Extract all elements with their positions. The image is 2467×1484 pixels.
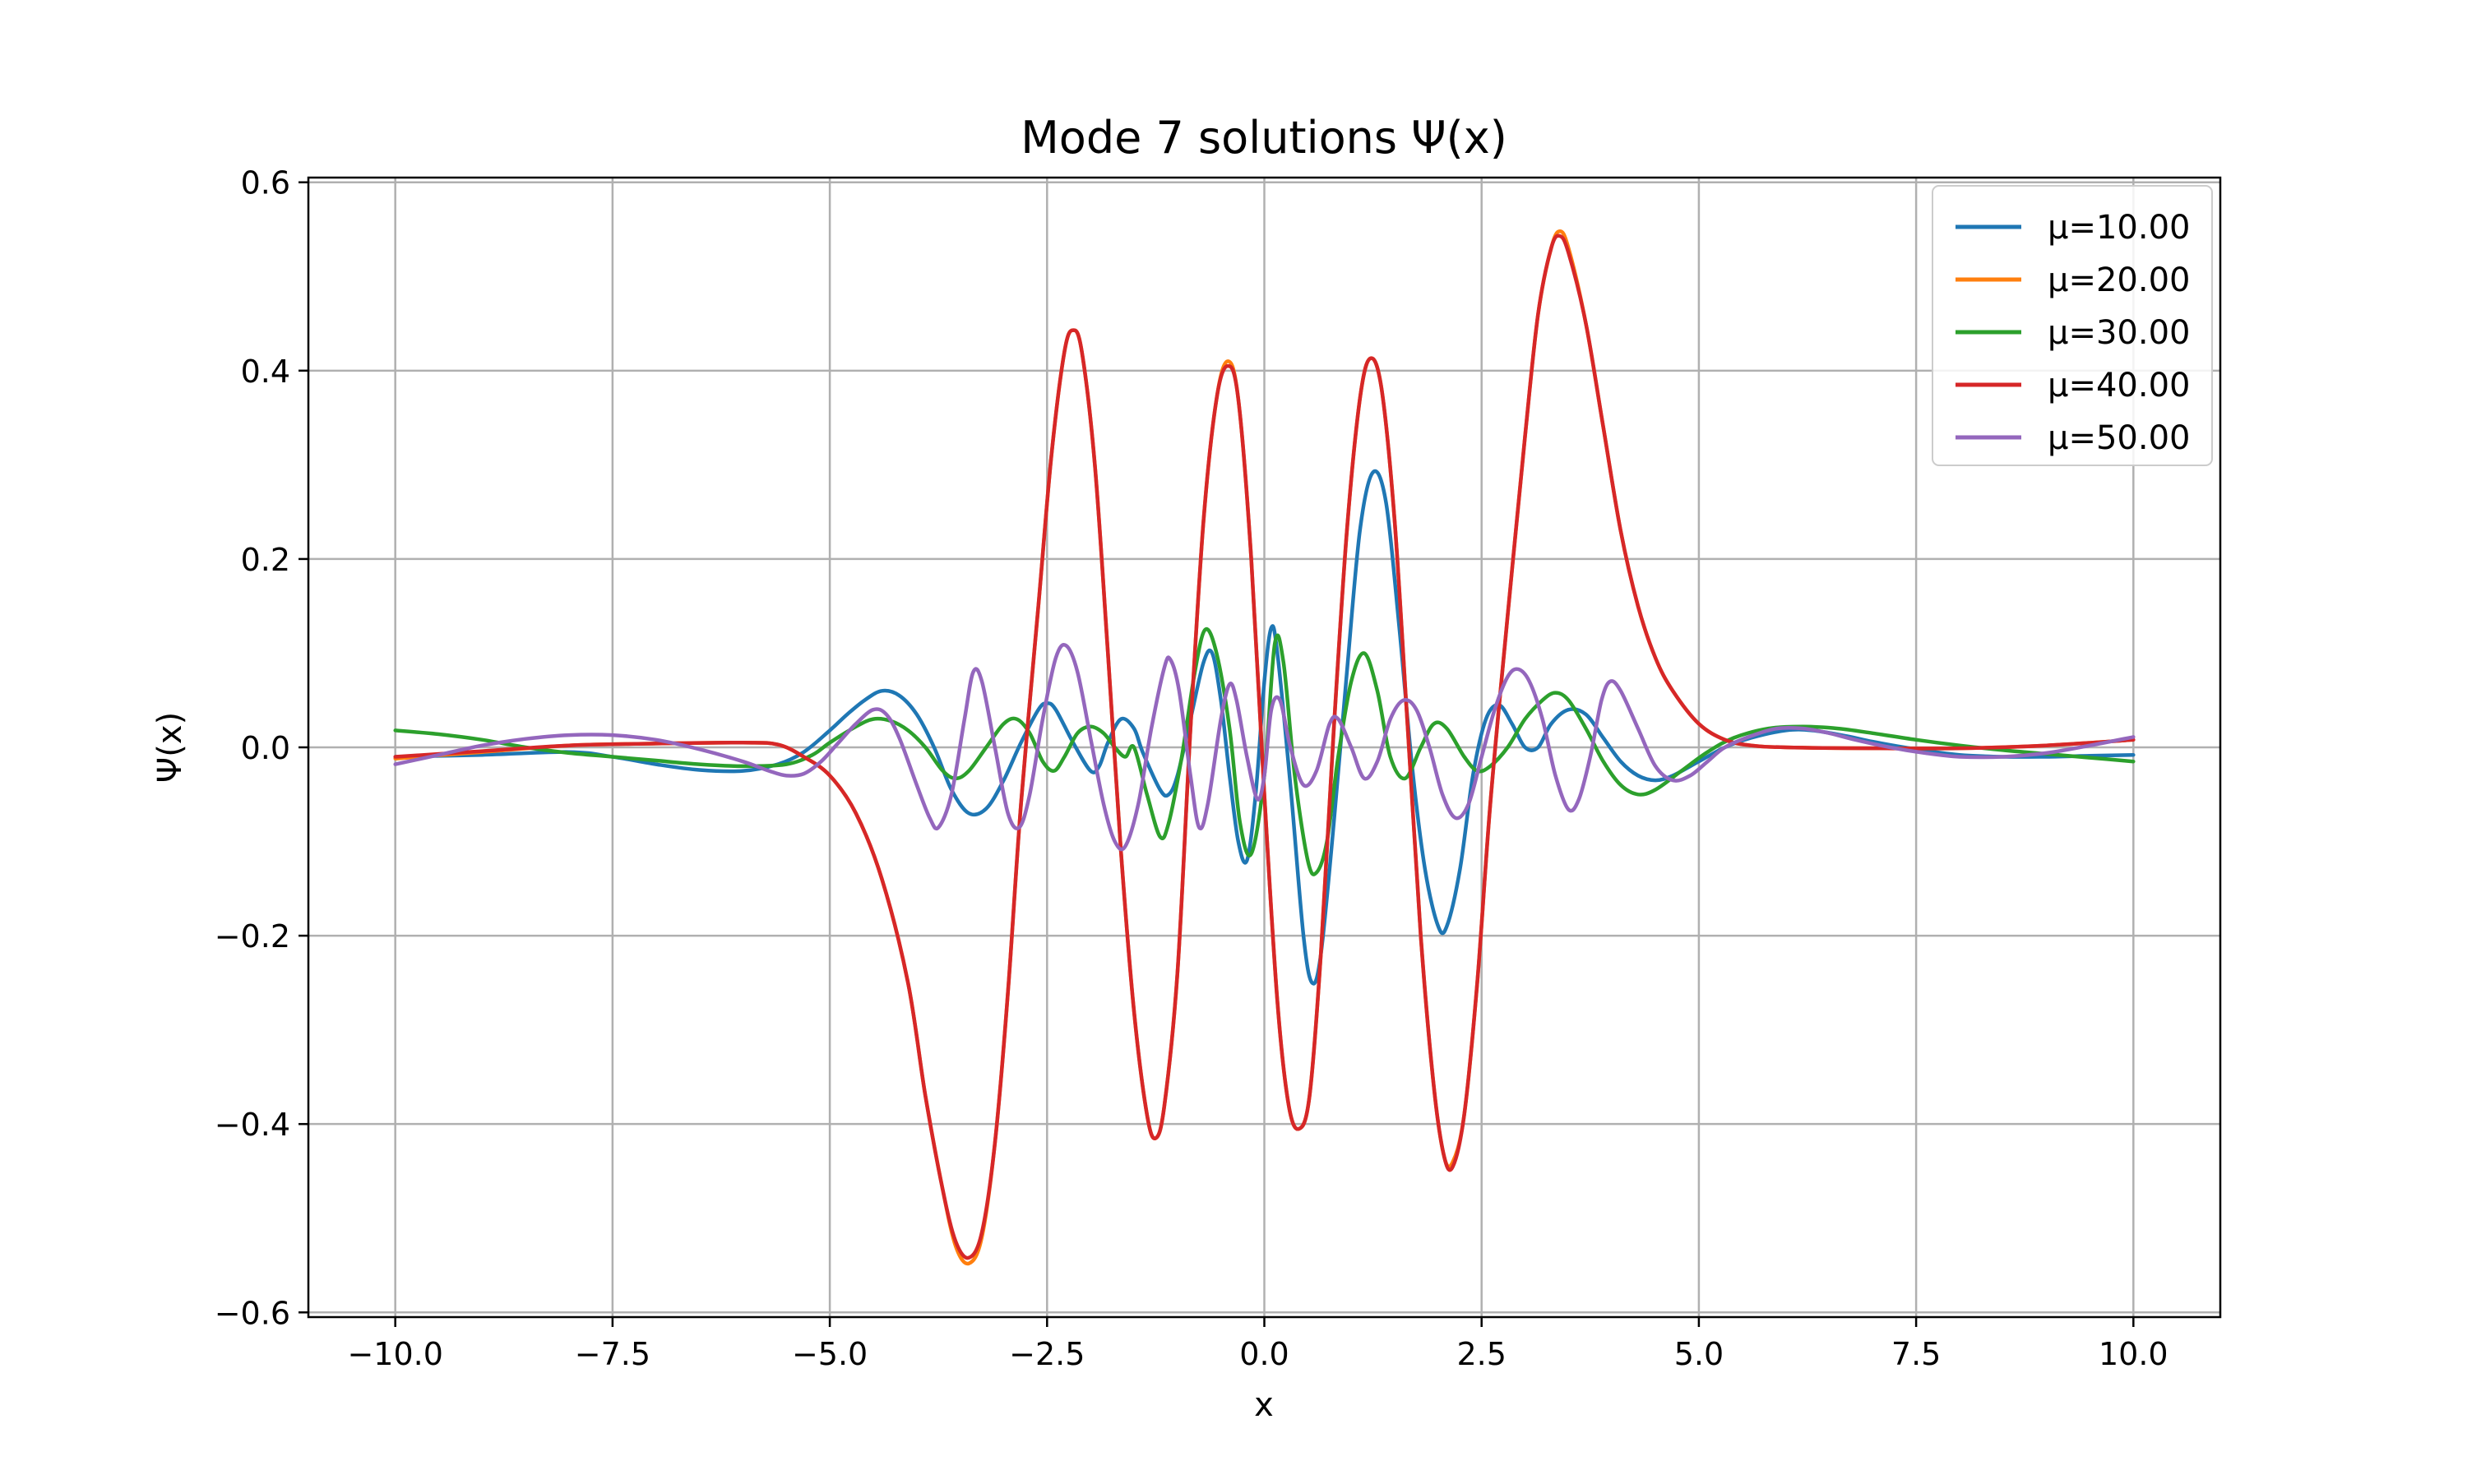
y-tick-label: 0.0 xyxy=(241,730,290,766)
y-tick-label: −0.6 xyxy=(215,1295,290,1331)
series-line-4 xyxy=(393,233,2136,1260)
x-tick-label: 2.5 xyxy=(1456,1336,1506,1372)
y-axis-ticks: −0.6 −0.4 −0.2 0.0 0.2 0.4 0.6 xyxy=(215,165,308,1331)
x-tick-label: −7.5 xyxy=(575,1336,650,1372)
legend: μ=10.00 μ=20.00 μ=30.00 μ=40.00 μ=50.00 xyxy=(1932,185,2213,466)
chart-title: Mode 7 solutions Ψ(x) xyxy=(1021,112,1507,164)
x-tick-label: 5.0 xyxy=(1674,1336,1724,1372)
x-tick-label: −10.0 xyxy=(347,1336,442,1372)
legend-label-3: μ=30.00 xyxy=(2048,314,2190,352)
plot-lines xyxy=(393,229,2136,1266)
legend-box xyxy=(1932,185,2213,466)
series-line-1 xyxy=(393,469,2136,986)
x-tick-label: 0.0 xyxy=(1239,1336,1289,1372)
x-tick-label: −2.5 xyxy=(1009,1336,1085,1372)
x-tick-label: 7.5 xyxy=(1891,1336,1941,1372)
y-tick-label: 0.2 xyxy=(241,542,290,578)
y-tick-label: 0.4 xyxy=(241,354,290,390)
legend-label-2: μ=20.00 xyxy=(2048,261,2190,299)
series-line-3 xyxy=(393,626,2136,876)
legend-label-1: μ=10.00 xyxy=(2048,209,2190,247)
x-tick-label: −5.0 xyxy=(792,1336,868,1372)
y-tick-label: 0.6 xyxy=(241,165,290,201)
x-tick-label: 10.0 xyxy=(2099,1336,2168,1372)
x-axis-label: x xyxy=(1254,1386,1274,1424)
x-axis-ticks: −10.0 −7.5 −5.0 −2.5 0.0 2.5 5.0 7.5 10.0 xyxy=(347,1317,2168,1372)
legend-label-5: μ=50.00 xyxy=(2048,419,2190,457)
y-tick-label: −0.4 xyxy=(215,1107,290,1143)
y-tick-label: −0.2 xyxy=(215,918,290,955)
series-line-5 xyxy=(393,643,2136,852)
legend-label-4: μ=40.00 xyxy=(2048,367,2190,405)
y-axis-label: Ψ(x) xyxy=(151,712,189,783)
